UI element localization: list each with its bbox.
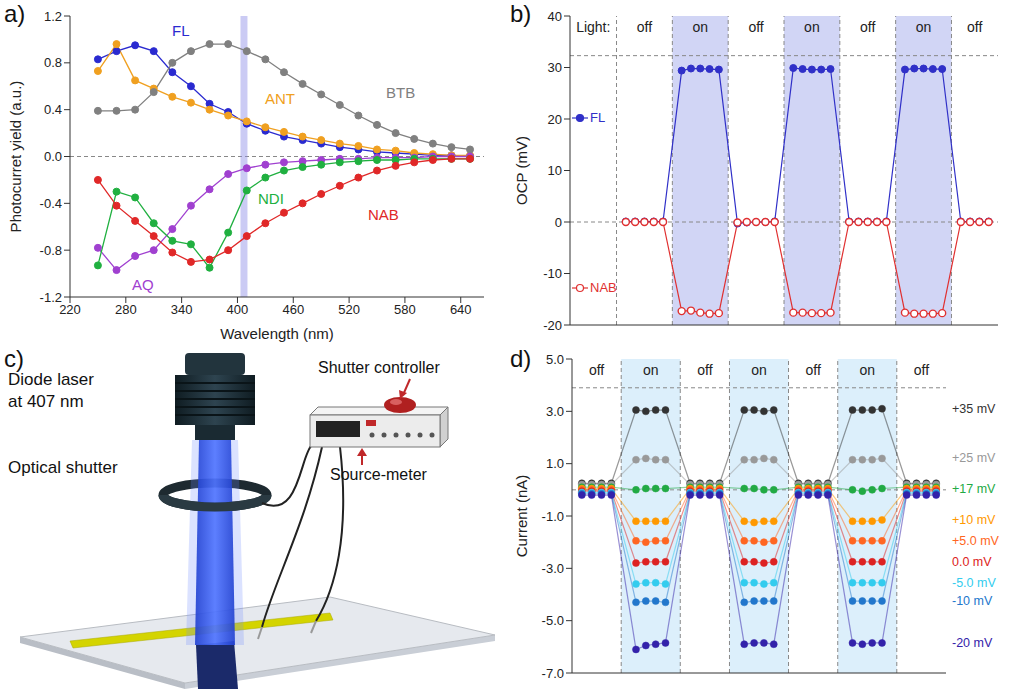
html-text:NAB: NAB xyxy=(590,279,617,295)
svg-text:+35 mV: +35 mV xyxy=(952,402,996,416)
svg-text:-10: -10 xyxy=(543,266,562,281)
svg-text:400: 400 xyxy=(227,302,249,317)
svg-text:off: off xyxy=(805,362,820,378)
svg-text:Optical shutter: Optical shutter xyxy=(8,458,118,477)
svg-text:Shutter controller: Shutter controller xyxy=(318,359,441,376)
svg-text:+10 mV: +10 mV xyxy=(952,513,996,527)
svg-text:off: off xyxy=(914,362,929,378)
svg-text:on: on xyxy=(643,362,659,378)
svg-text:+17 mV: +17 mV xyxy=(952,482,996,496)
html-text:a): a) xyxy=(4,0,26,27)
svg-text:+25 mV: +25 mV xyxy=(952,451,996,465)
svg-text:520: 520 xyxy=(338,302,360,317)
html-text:BTB: BTB xyxy=(386,84,416,101)
svg-text:0.8: 0.8 xyxy=(44,55,62,70)
svg-text:+5.0 mV: +5.0 mV xyxy=(952,534,1000,548)
svg-text:off: off xyxy=(748,19,763,35)
svg-text:280: 280 xyxy=(115,302,137,317)
html-text:FL: FL xyxy=(172,22,190,39)
svg-text:640: 640 xyxy=(450,302,472,317)
svg-text:on: on xyxy=(916,19,932,35)
svg-text:Light:: Light: xyxy=(576,19,610,35)
svg-text:off: off xyxy=(967,19,982,35)
svg-text:20: 20 xyxy=(548,112,562,127)
svg-text:OCP (mV): OCP (mV) xyxy=(513,136,530,205)
html-text:AQ: AQ xyxy=(132,276,154,293)
svg-text:-0.8: -0.8 xyxy=(40,243,62,258)
html-text:NDI: NDI xyxy=(258,190,284,207)
svg-text:1.0: 1.0 xyxy=(546,456,564,471)
svg-text:-20 mV: -20 mV xyxy=(952,636,993,650)
svg-text:5.0: 5.0 xyxy=(546,352,564,367)
html-text:b): b) xyxy=(510,0,532,27)
svg-text:on: on xyxy=(692,19,708,35)
svg-text:-7.0: -7.0 xyxy=(542,666,564,681)
svg-text:1.2: 1.2 xyxy=(44,9,62,24)
svg-text:off: off xyxy=(697,362,712,378)
svg-text:Source-meter: Source-meter xyxy=(330,466,428,483)
svg-text:Photocurret yield (a.u.): Photocurret yield (a.u.) xyxy=(7,81,24,233)
html-text:NAB: NAB xyxy=(368,206,399,223)
html-text:c): c) xyxy=(4,345,24,372)
svg-text:3.0: 3.0 xyxy=(546,404,564,419)
svg-text:-1.0: -1.0 xyxy=(542,509,564,524)
svg-text:30: 30 xyxy=(548,60,562,75)
svg-text:off: off xyxy=(589,362,604,378)
svg-text:Wavelength (nm): Wavelength (nm) xyxy=(220,325,334,342)
html-text:FL: FL xyxy=(590,110,606,125)
svg-text:off: off xyxy=(860,19,875,35)
svg-text:0.0 mV: 0.0 mV xyxy=(952,555,992,569)
svg-text:-1.2: -1.2 xyxy=(40,290,62,305)
svg-text:-0.4: -0.4 xyxy=(40,196,62,211)
svg-text:220: 220 xyxy=(59,302,81,317)
svg-text:-10 mV: -10 mV xyxy=(952,594,993,608)
svg-text:at 407 nm: at 407 nm xyxy=(8,392,84,411)
svg-text:0: 0 xyxy=(555,215,562,230)
svg-text:Diode laser: Diode laser xyxy=(8,370,94,389)
svg-text:340: 340 xyxy=(171,302,193,317)
svg-text:460: 460 xyxy=(282,302,304,317)
svg-text:-20: -20 xyxy=(543,318,562,333)
html-text:ANT: ANT xyxy=(265,90,295,107)
svg-text:on: on xyxy=(804,19,820,35)
svg-text:0.0: 0.0 xyxy=(44,149,62,164)
svg-text:off: off xyxy=(637,19,652,35)
html-text:d): d) xyxy=(510,345,532,372)
svg-text:0.4: 0.4 xyxy=(44,102,62,117)
svg-text:-5.0: -5.0 xyxy=(542,613,564,628)
svg-text:10: 10 xyxy=(548,163,562,178)
svg-text:-3.0: -3.0 xyxy=(542,561,564,576)
svg-text:-5.0 mV: -5.0 mV xyxy=(952,576,996,590)
svg-text:580: 580 xyxy=(394,302,416,317)
svg-text:40: 40 xyxy=(548,9,562,24)
svg-text:on: on xyxy=(859,362,875,378)
svg-text:Current (nA): Current (nA) xyxy=(513,475,530,558)
svg-text:on: on xyxy=(751,362,767,378)
